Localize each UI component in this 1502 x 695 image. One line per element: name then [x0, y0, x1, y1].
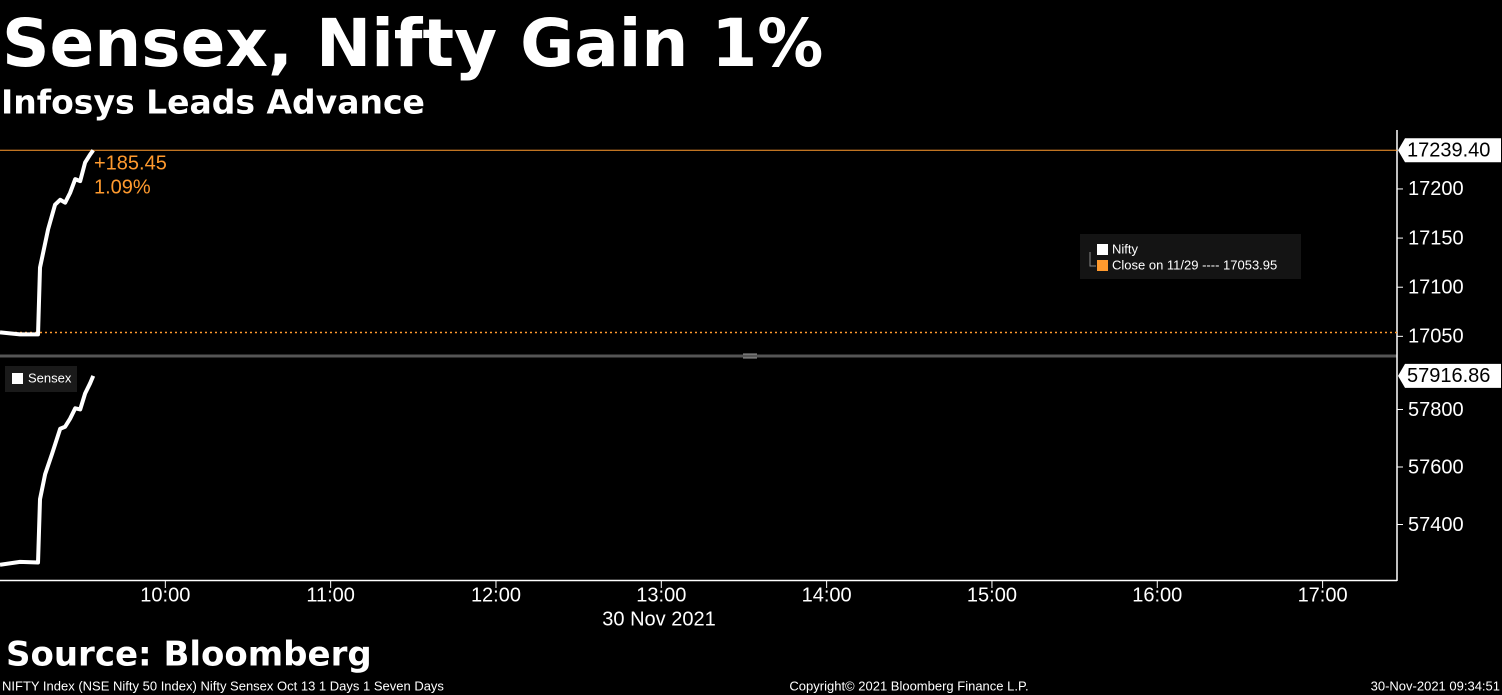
x-tick-label: 14:00 [802, 584, 852, 606]
legend-box [1080, 234, 1301, 279]
x-tick-label: 15:00 [967, 584, 1017, 606]
legend-label: Sensex [28, 370, 72, 385]
last-value-label: 17239.40 [1407, 140, 1490, 162]
legend-label: Close on 11/29 ---- 17053.95 [1112, 257, 1277, 272]
x-tick-label: 10:00 [140, 584, 190, 606]
last-value-label: 57916.86 [1407, 365, 1490, 387]
y-tick-label: 57400 [1408, 514, 1464, 536]
footer-center: Copyright© 2021 Bloomberg Finance L.P. [789, 678, 1028, 693]
last-value-tag [1398, 138, 1501, 163]
y-tick-label: 17150 [1408, 227, 1464, 249]
legend-swatch [1097, 244, 1108, 255]
x-axis-label: 30 Nov 2021 [602, 608, 715, 630]
footer-left: NIFTY Index (NSE Nifty 50 Index) Nifty S… [2, 678, 444, 693]
x-tick-label: 17:00 [1298, 584, 1348, 606]
legend-tree [1089, 252, 1096, 267]
y-tick-label: 57800 [1408, 399, 1464, 421]
x-tick-label: 12:00 [471, 584, 521, 606]
legend-label: Nifty [1112, 241, 1139, 256]
y-tick-label: 17100 [1408, 276, 1464, 298]
y-tick-label: 57600 [1408, 456, 1464, 478]
chart-subtitle: Infosys Leads Advance [1, 83, 425, 122]
change-annotation: 1.09% [94, 176, 151, 198]
last-value-tag [1398, 363, 1501, 388]
change-annotation: +185.45 [94, 152, 167, 174]
series-line [0, 375, 96, 567]
legend-swatch [12, 373, 23, 384]
footer-right: 30-Nov-2021 09:34:51 [1371, 678, 1500, 693]
x-tick-label: 11:00 [306, 584, 355, 606]
chart-title: Sensex, Nifty Gain 1% [2, 5, 823, 82]
y-tick-label: 17200 [1408, 178, 1464, 200]
source: Source: Bloomberg [6, 635, 372, 675]
x-tick-label: 13:00 [636, 584, 686, 606]
x-tick-label: 16:00 [1132, 584, 1182, 606]
legend-swatch [1097, 260, 1108, 271]
series-line [0, 149, 95, 337]
y-tick-label: 17050 [1408, 326, 1464, 348]
